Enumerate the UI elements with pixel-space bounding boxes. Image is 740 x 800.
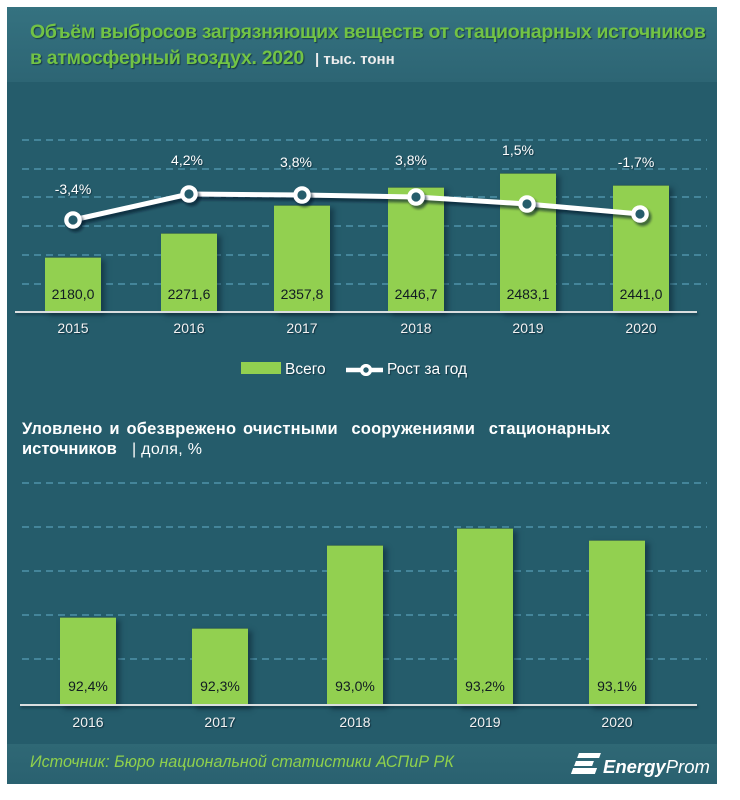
svg-text:EnergyProm: EnergyProm xyxy=(603,756,710,777)
